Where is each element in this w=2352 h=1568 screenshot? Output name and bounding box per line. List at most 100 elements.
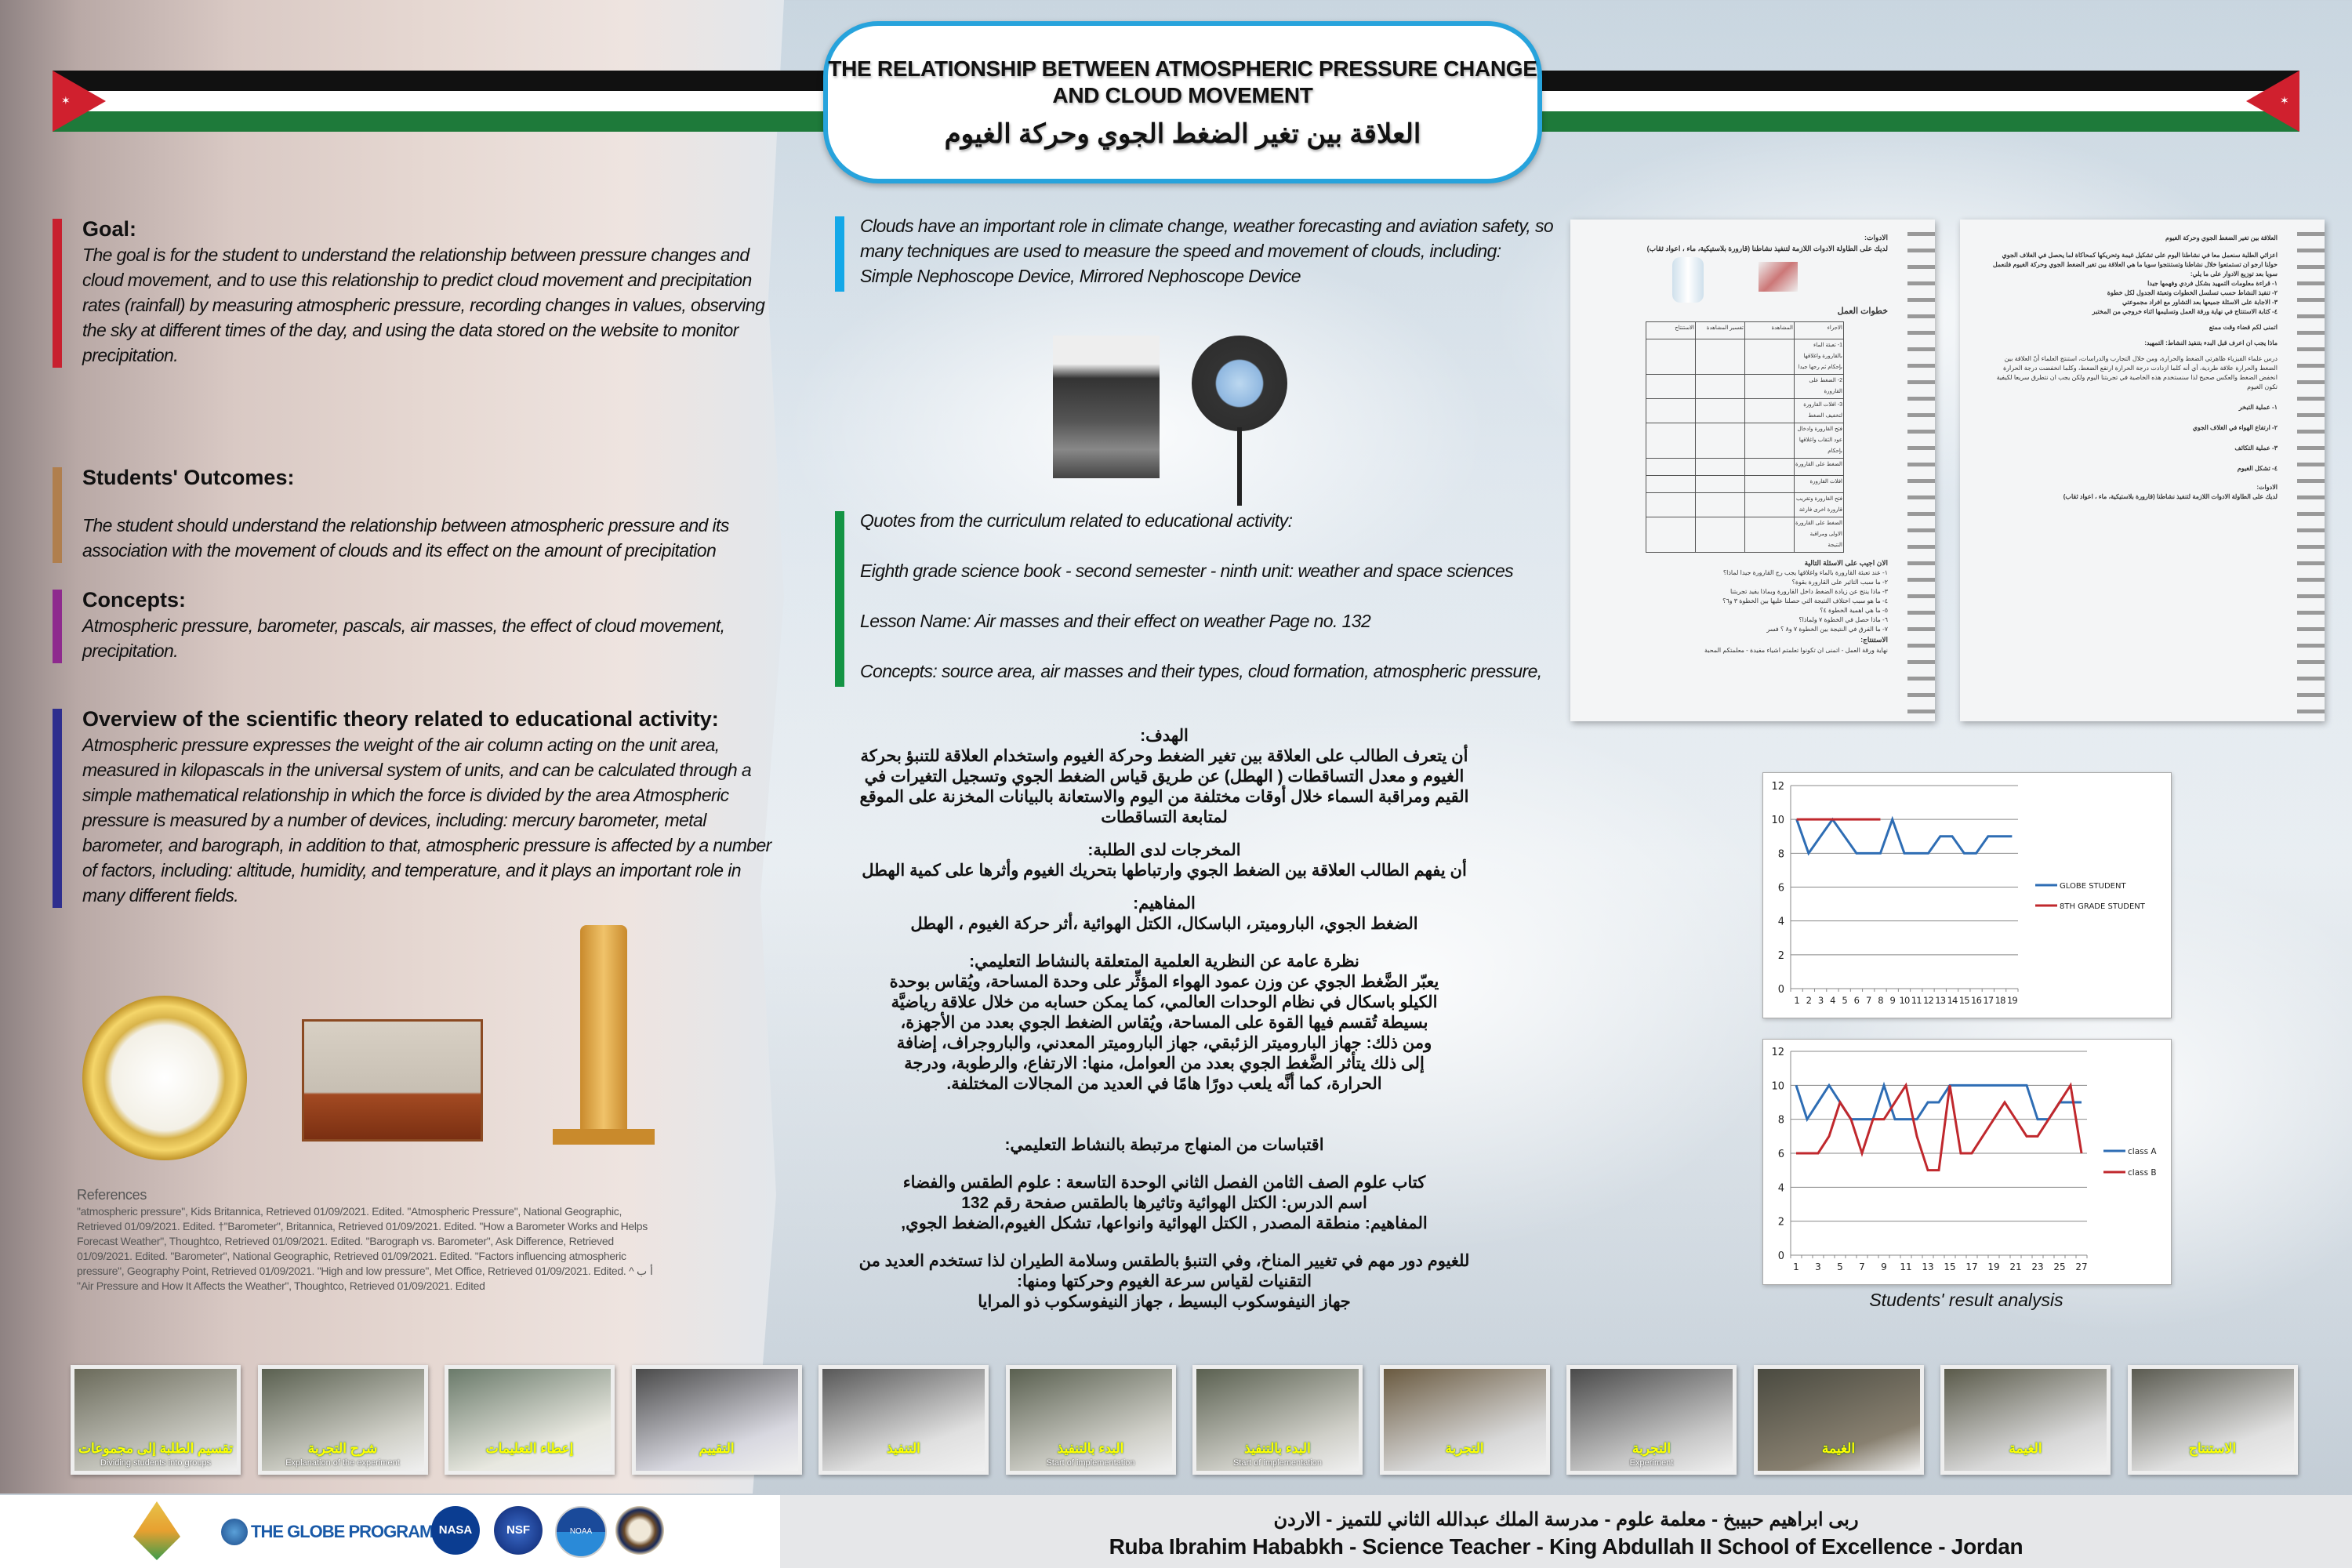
arabic-outcomes-text: أن يفهم الطالب العلاقة بين الضغط الجوي و…	[862, 862, 1467, 880]
table-cell-empty	[1695, 458, 1745, 476]
table-row: الضغط على القارورة الاولى ومراقبة النتيج…	[1646, 517, 1844, 553]
x-tick-label: 17	[1983, 995, 1994, 1006]
intro-page: العلاقة بين تغير الضغط الجوي وحركة الغيو…	[1960, 220, 2325, 721]
x-tick-label: 17	[1965, 1261, 1977, 1272]
activity-photo: الغيمة	[1753, 1365, 1924, 1475]
table-cell-empty	[1744, 492, 1795, 517]
y-tick-label: 10	[1771, 815, 1784, 826]
page-title-arabic: العلاقة بين تغير الضغط الجوي وحركة الغيو…	[944, 119, 1421, 149]
chart-caption: Students' result analysis	[1869, 1290, 2063, 1310]
photo-caption-english: Start of implementation	[1232, 1458, 1323, 1468]
goal-text: The goal is for the student to understan…	[82, 245, 765, 365]
table-header: الاستنتاج	[1646, 321, 1696, 339]
photo-caption-arabic: التجربة	[1632, 1441, 1671, 1456]
clouds-text: Clouds have an important role in climate…	[860, 216, 1554, 261]
intro-page-tools-text: لديك على الطاولة الادوات اللازمة لتنفيذ …	[2063, 493, 2278, 500]
arabic-overview-text: يعبّر الضَّغط الجوي عن وزن عمود الهواء ا…	[889, 973, 1439, 1093]
table-cell-empty	[1695, 517, 1745, 553]
table-cell: فتح القارورة وادخال عود الثقاب واغلاقها …	[1794, 423, 1844, 459]
clouds-section: Clouds have an important role in climate…	[835, 213, 1566, 292]
worksheet-conclusion-heading: الاستنتاج:	[1860, 636, 1888, 644]
worksheet-tools-heading: الادوات:	[1864, 234, 1888, 241]
table-cell: الضغط على القارورة	[1794, 458, 1844, 476]
y-tick-label: 0	[1778, 1250, 1784, 1262]
x-tick-label: 19	[2007, 995, 2018, 1006]
y-tick-label: 12	[1771, 1047, 1784, 1058]
x-tick-label: 9	[1889, 995, 1895, 1006]
arabic-goal-heading: الهدف:	[1140, 727, 1189, 745]
activity-photo: الغيمة	[1940, 1365, 2111, 1475]
y-tick-label: 0	[1778, 984, 1784, 996]
y-tick-label: 10	[1771, 1080, 1784, 1092]
x-tick-label: 10	[1899, 995, 1910, 1006]
table-cell-empty	[1744, 475, 1795, 493]
outcomes-text: The student should understand the relati…	[82, 515, 729, 561]
y-tick-label: 2	[1778, 950, 1784, 962]
y-tick-label: 6	[1778, 883, 1784, 895]
table-cell-empty	[1744, 398, 1795, 423]
worksheet-question: ٢- ما سبب التاثير على القارورة بقوة؟	[1791, 579, 1888, 586]
quotes-intro: Quotes from the curriculum related to ed…	[860, 510, 1293, 531]
x-tick-label: 5	[1837, 1261, 1843, 1272]
photo-caption-arabic: إعطاء التعليمات	[485, 1441, 574, 1456]
table-cell: افلات القارورة	[1794, 475, 1844, 493]
table-header: تفسير المشاهدة	[1695, 321, 1745, 339]
intro-page-prep-text: درس علماء الفيزياء ظاهرتي الضغط والحرارة…	[1996, 355, 2278, 390]
x-tick-label: 23	[2031, 1261, 2043, 1272]
arabic-quotes-lesson: اسم الدرس: الكتل الهوائية وتاثيرها بالطق…	[961, 1194, 1367, 1212]
arabic-quotes-book: كتاب علوم الصف الثامن الفصل الثاني الوحد…	[902, 1174, 1426, 1192]
metal-barometer-image	[82, 996, 247, 1160]
table-cell: 1- تعبئة الماء بالقارورة واغلاقها بإحكام…	[1794, 339, 1844, 375]
photo-caption-english: Start of implementation	[1046, 1458, 1135, 1468]
photo-caption-arabic: البدء بالتنفيذ	[1057, 1441, 1124, 1456]
x-tick-label: 9	[1881, 1261, 1887, 1272]
outcomes-section: Students' Outcomes: The student should u…	[53, 464, 780, 563]
table-cell-empty	[1744, 517, 1795, 553]
activity-photo: شرح التجربة Explanation of the experiment	[257, 1365, 428, 1475]
x-tick-label: 11	[1900, 1261, 1911, 1272]
arabic-clouds-text: للغيوم دور مهم في تغيير المناخ، وفي التن…	[858, 1252, 1470, 1290]
mercury-barometer-image	[580, 925, 627, 1145]
star-icon: ✶	[2280, 94, 2289, 107]
x-tick-label: 11	[1911, 995, 1922, 1006]
cloud-decoration	[1019, 706, 1803, 1254]
y-tick-label: 4	[1778, 916, 1784, 928]
table-cell-empty	[1744, 423, 1795, 459]
arabic-goal-text: أن يتعرف الطالب على العلاقة بين تغير الض…	[859, 747, 1469, 826]
y-tick-label: 12	[1771, 781, 1784, 793]
legend-label: class A	[2128, 1147, 2157, 1156]
x-tick-label: 3	[1818, 995, 1824, 1006]
cloud-formation-stage: ٣- عملية التكاثف	[2234, 445, 2278, 452]
arabic-quotes-block: اقتباسات من المنهاج مرتبطة بالنشاط التعل…	[847, 1135, 1482, 1312]
nephoscope-stand	[1237, 427, 1242, 506]
globe-program-logo: THE GLOBE PROGRAM	[251, 1522, 434, 1541]
table-cell-empty	[1695, 398, 1745, 423]
table-cell-empty	[1695, 339, 1745, 375]
nasa-logo: NASA	[431, 1506, 480, 1555]
x-tick-label: 13	[1922, 1261, 1933, 1272]
x-tick-label: 21	[2009, 1261, 2021, 1272]
intro-task: ١- قراءة معلومات التمهيد بشكل فردي وفهمه…	[2147, 280, 2278, 287]
y-tick-label: 2	[1778, 1217, 1784, 1229]
table-cell: 3- افلات القارورة لتخفيف الضغط	[1794, 398, 1844, 423]
legend-label: class B	[2128, 1168, 2157, 1178]
arabic-concepts-heading: المفاهيم:	[1133, 895, 1196, 913]
spiral-binding	[1907, 226, 1935, 721]
table-row: افلات القارورة	[1646, 475, 1844, 493]
series-line-globe-student	[1795, 815, 2013, 856]
photo-caption-arabic: تقسيم الطلبة إلى مجموعات	[78, 1441, 233, 1456]
activity-photo: البدء بالتنفيذ Start of implementation	[1192, 1365, 1363, 1475]
arabic-concepts-text: الضغط الجوي، الباروميتر، الباسكال، الكتل…	[910, 915, 1418, 933]
activity-photo: البدء بالتنفيذ Start of implementation	[1005, 1365, 1176, 1475]
arabic-outcomes-heading: المخرجات لدى الطلبة:	[1087, 841, 1241, 859]
spiral-binding	[2297, 226, 2325, 721]
author-english: Ruba Ibrahim Hababkh - Science Teacher -…	[1109, 1534, 2024, 1559]
worksheet-questions-heading: الان اجيب على الاسئلة التالية	[1804, 559, 1888, 567]
intro-page-tools-heading: الادوات:	[2256, 484, 2278, 491]
arabic-quotes-concepts: المفاهيم: منطقة المصدر , الكتل الهوائية …	[901, 1214, 1428, 1232]
noaa-logo: NOAA	[555, 1506, 607, 1558]
photo-caption-arabic: التقييم	[699, 1441, 735, 1456]
table-row: 1- تعبئة الماء بالقارورة واغلاقها بإحكام…	[1646, 339, 1844, 375]
section-bar	[53, 467, 62, 563]
mirrored-nephoscope-image	[1192, 336, 1287, 431]
